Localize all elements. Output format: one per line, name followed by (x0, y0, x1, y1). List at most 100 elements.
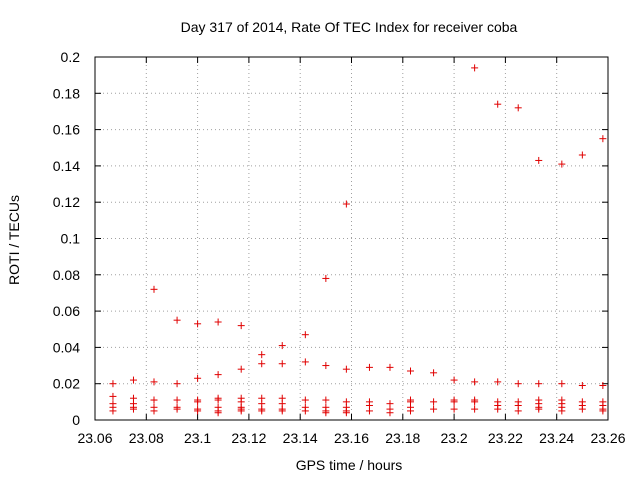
data-point (514, 380, 522, 388)
y-tick-labels: 0 0.02 0.04 0.06 0.08 0.1 0.12 0.14 0.16 0.18 0.2 (53, 49, 80, 428)
x-tick-label: 23.24 (539, 430, 574, 446)
data-point (471, 64, 479, 72)
data-point (386, 409, 394, 417)
data-point (450, 376, 458, 384)
data-point (150, 378, 158, 386)
y-tick-label: 0.16 (53, 122, 80, 138)
data-point (599, 382, 607, 390)
data-point (406, 407, 414, 415)
data-point (365, 363, 373, 371)
data-point (535, 380, 543, 388)
data-point (214, 409, 222, 417)
data-point (471, 378, 479, 386)
y-tick-label: 0 (72, 412, 80, 428)
y-tick-label: 0.02 (53, 376, 80, 392)
axis-ticks (94, 56, 609, 421)
data-point (430, 369, 438, 377)
data-point (194, 320, 202, 328)
data-point (173, 316, 181, 324)
y-tick-label: 0.18 (53, 85, 80, 101)
data-point (406, 367, 414, 375)
data-point (558, 407, 566, 415)
data-point (129, 376, 137, 384)
x-tick-label: 23.08 (129, 430, 164, 446)
x-tick-label: 23.22 (488, 430, 523, 446)
data-point (494, 378, 502, 386)
data-point (365, 407, 373, 415)
data-point (494, 405, 502, 413)
data-point (578, 151, 586, 159)
data-point (322, 409, 330, 417)
data-point (342, 365, 350, 373)
chart-title: Day 317 of 2014, Rate Of TEC Index for r… (181, 19, 518, 35)
data-point (214, 318, 222, 326)
data-point (514, 407, 522, 415)
data-point (150, 407, 158, 415)
data-point (258, 360, 266, 368)
x-tick-label: 23.12 (231, 430, 266, 446)
x-tick-label: 23.1 (184, 430, 211, 446)
data-point (173, 405, 181, 413)
data-point (150, 396, 158, 404)
data-point (342, 409, 350, 417)
data-point (301, 396, 309, 404)
data-point (194, 374, 202, 382)
data-point (278, 342, 286, 350)
data-point (214, 396, 222, 404)
data-point (237, 365, 245, 373)
data-point (150, 285, 158, 293)
data-point (258, 351, 266, 359)
y-axis-label: ROTI / TECUs (6, 195, 22, 285)
x-tick-label: 23.26 (590, 430, 625, 446)
data-point (301, 407, 309, 415)
data-point (535, 156, 543, 164)
x-tick-label: 23.18 (385, 430, 420, 446)
y-tick-label: 0.08 (53, 267, 80, 283)
data-point (558, 380, 566, 388)
data-point (535, 405, 543, 413)
data-point (194, 407, 202, 415)
data-point (278, 407, 286, 415)
data-point (471, 398, 479, 406)
data-point (599, 407, 607, 415)
data-point (237, 407, 245, 415)
data-point (214, 371, 222, 379)
data-point (578, 382, 586, 390)
data-point (109, 407, 117, 415)
data-point (430, 405, 438, 413)
data-point (109, 392, 117, 400)
x-tick-label: 23.2 (440, 430, 467, 446)
y-tick-label: 0.06 (53, 303, 80, 319)
x-tick-label: 23.06 (77, 430, 112, 446)
data-point (471, 405, 479, 413)
data-point (173, 380, 181, 388)
y-tick-label: 0.2 (61, 49, 81, 65)
data-point (301, 331, 309, 339)
data-point (494, 100, 502, 108)
x-tick-label: 23.14 (283, 430, 318, 446)
x-tick-labels: 23.06 23.08 23.1 23.12 23.14 23.16 23.18 23.2 23… (77, 430, 625, 446)
y-tick-label: 0.1 (61, 231, 81, 247)
grid (95, 57, 608, 420)
data-point (599, 135, 607, 143)
data-point (258, 407, 266, 415)
y-tick-label: 0.14 (53, 158, 80, 174)
x-tick-label: 23.16 (334, 430, 369, 446)
data-point (237, 322, 245, 330)
data-points (109, 64, 607, 417)
data-point (278, 360, 286, 368)
y-tick-label: 0.12 (53, 194, 80, 210)
data-point (322, 274, 330, 282)
data-point (322, 396, 330, 404)
data-point (322, 362, 330, 370)
data-point (194, 398, 202, 406)
data-point (450, 405, 458, 413)
data-point (386, 363, 394, 371)
x-axis-label: GPS time / hours (296, 457, 403, 473)
y-tick-label: 0.04 (53, 339, 80, 355)
data-point (578, 405, 586, 413)
data-point (430, 398, 438, 406)
data-point (301, 358, 309, 366)
data-point (558, 160, 566, 168)
